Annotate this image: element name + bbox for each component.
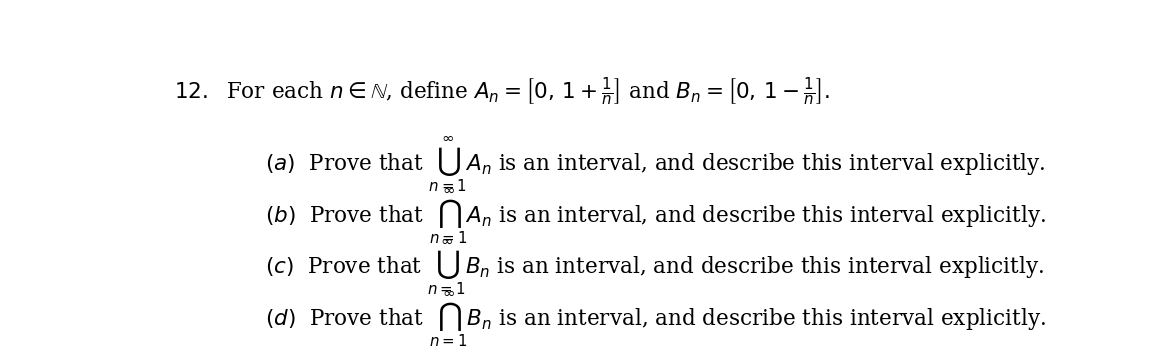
Text: $(d)$  Prove that $\bigcap_{n=1}^{\infty} B_n$ is an interval, and describe this: $(d)$ Prove that $\bigcap_{n=1}^{\infty}… xyxy=(266,289,1047,349)
Text: $(b)$  Prove that $\bigcap_{n=1}^{\infty} A_n$ is an interval, and describe this: $(b)$ Prove that $\bigcap_{n=1}^{\infty}… xyxy=(266,186,1047,246)
Text: $12.$  For each $n \in \mathbb{N}$, define $A_n = \left[0,\,1 + \frac{1}{n}\righ: $12.$ For each $n \in \mathbb{N}$, defin… xyxy=(174,75,830,107)
Text: $(a)$  Prove that $\bigcup_{n=1}^{\infty} A_n$ is an interval, and describe this: $(a)$ Prove that $\bigcup_{n=1}^{\infty}… xyxy=(266,134,1045,194)
Text: $(c)$  Prove that $\bigcup_{n=1}^{\infty} B_n$ is an interval, and describe this: $(c)$ Prove that $\bigcup_{n=1}^{\infty}… xyxy=(266,237,1044,297)
